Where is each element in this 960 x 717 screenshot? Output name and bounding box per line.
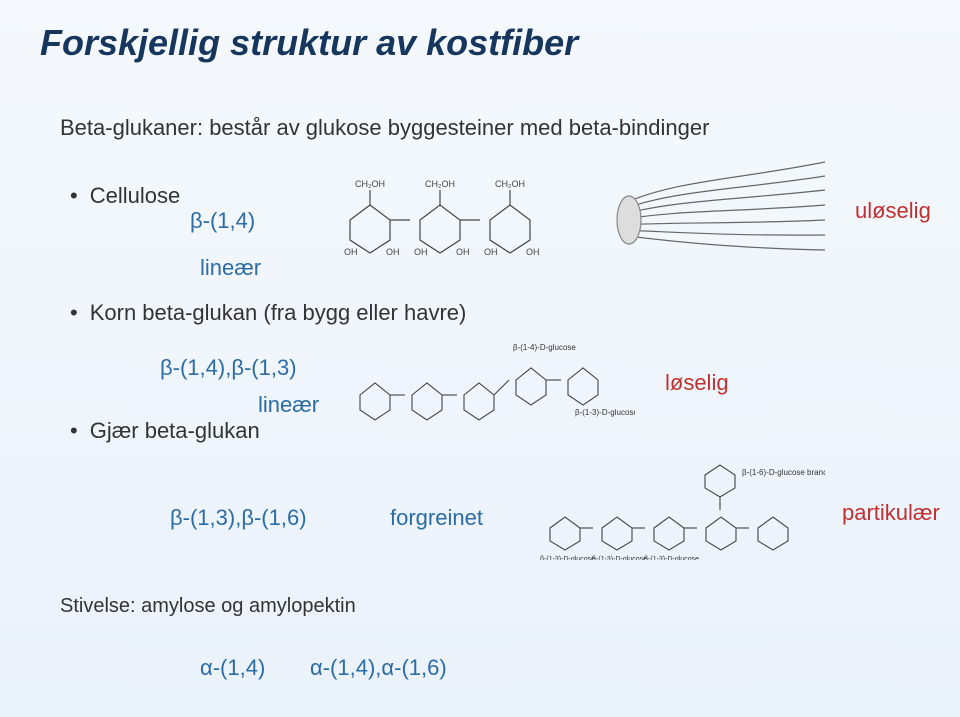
label-b14: β-(1,4)	[190, 208, 255, 234]
label-loselig: løselig	[665, 370, 729, 396]
slide-subtitle: Beta-glukaner: består av glukose byggest…	[60, 115, 709, 141]
svg-text:OH: OH	[456, 247, 470, 257]
label-forgreinet: forgreinet	[390, 505, 483, 531]
svg-text:OH: OH	[414, 247, 428, 257]
svg-text:OH: OH	[526, 247, 540, 257]
svg-text:β-(1-3)-D-glucose: β-(1-3)-D-glucose	[575, 408, 635, 417]
svg-text:β-(1-6)-D-glucose branch: β-(1-6)-D-glucose branch	[742, 468, 825, 477]
label-linear-2: lineær	[258, 392, 319, 418]
svg-text:OH: OH	[386, 247, 400, 257]
label-partikulaer: partikulær	[842, 500, 940, 526]
diagram-fiber-bundle	[615, 150, 840, 260]
label-a14: α-(1,4)	[200, 655, 265, 681]
label-stivelse: Stivelse: amylose og amylopektin	[60, 595, 356, 618]
svg-text:OH: OH	[344, 247, 358, 257]
svg-text:β-(1-3)-D-glucose: β-(1-3)-D-glucose	[644, 556, 699, 560]
svg-text:CH₂OH: CH₂OH	[495, 179, 525, 189]
svg-text:OH: OH	[484, 247, 498, 257]
label-uloselig: uløselig	[855, 198, 931, 224]
slide: Forskjellig struktur av kostfiber Beta-g…	[0, 0, 960, 717]
diagram-cellulose-chem: CH₂OH OH OH CH₂OH OH OH CH₂OH OH OH	[330, 165, 570, 260]
label-b14b13: β-(1,4),β-(1,3)	[160, 355, 297, 381]
svg-text:CH₂OH: CH₂OH	[425, 179, 455, 189]
label-a14a16: α-(1,4),α-(1,6)	[310, 655, 447, 681]
slide-title: Forskjellig struktur av kostfiber	[40, 22, 578, 64]
bullet-cellulose: Cellulose	[70, 183, 180, 209]
label-linear-1: lineær	[200, 255, 261, 281]
bullet-gjaer: Gjær beta-glukan	[70, 418, 260, 444]
diagram-korn-chem: β-(1-4)-D-glucose β-(1-3)-D-glucose	[345, 340, 635, 435]
svg-text:CH₂OH: CH₂OH	[355, 179, 385, 189]
bullet-korn: Korn beta-glukan (fra bygg eller havre)	[70, 300, 466, 326]
label-b13b16: β-(1,3),β-(1,6)	[170, 505, 307, 531]
svg-text:β-(1-3)-D-glucose: β-(1-3)-D-glucose	[592, 556, 647, 560]
svg-text:β-(1-3)-D-glucose: β-(1-3)-D-glucose	[540, 556, 595, 560]
diagram-branched-chem: β-(1-6)-D-glucose branch β-(1-3)-D-gluco…	[535, 455, 825, 560]
svg-text:β-(1-4)-D-glucose: β-(1-4)-D-glucose	[513, 343, 576, 352]
